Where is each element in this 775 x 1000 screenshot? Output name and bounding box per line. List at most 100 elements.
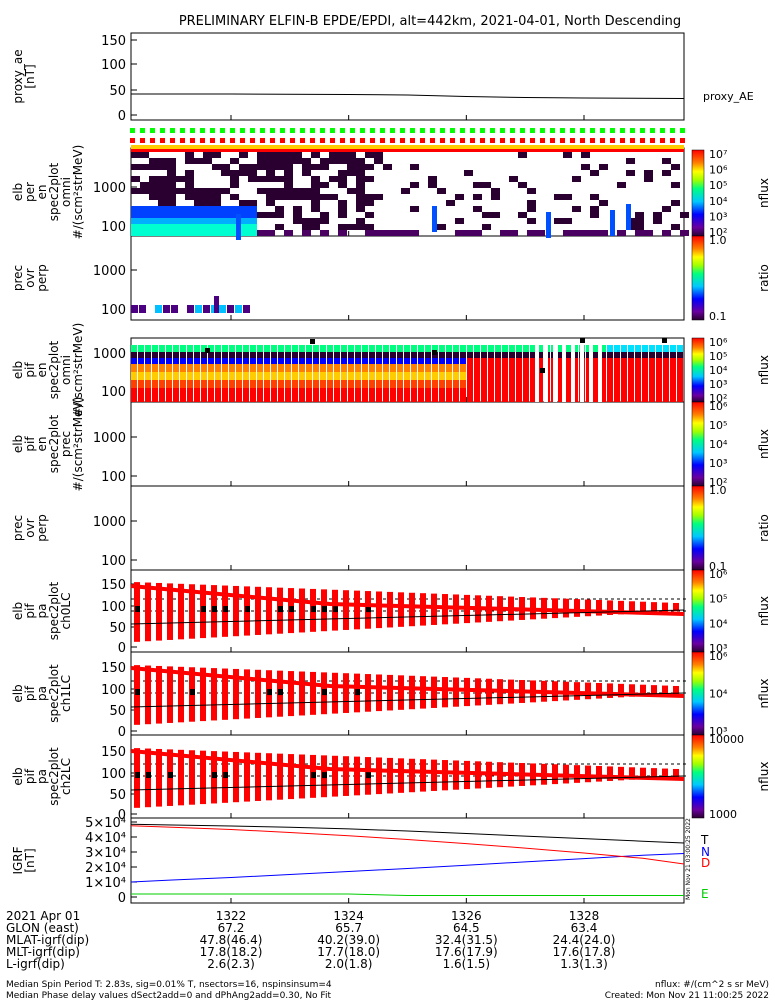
omni-cell	[642, 380, 648, 388]
omni-cell	[474, 352, 480, 358]
omni-cell	[642, 388, 648, 396]
spectrogram-cell	[347, 170, 356, 176]
omni-cell	[194, 396, 200, 402]
status-dot-green	[420, 128, 425, 133]
spectrogram-cell	[194, 200, 203, 206]
y-tick-label: 0	[118, 808, 126, 823]
pa-bar	[365, 674, 371, 712]
pa-bar	[640, 767, 646, 780]
spectrogram-cell	[176, 212, 185, 218]
omni-cell	[201, 345, 207, 352]
x-tick-label: 1324	[333, 909, 364, 923]
spectrogram-cell	[203, 230, 212, 236]
omni-cell	[369, 388, 375, 396]
spectrogram-cell	[212, 230, 221, 236]
omni-cell	[607, 372, 613, 380]
omni-cell	[614, 380, 620, 388]
y-label-line: elb	[11, 684, 25, 702]
spectrogram-cell	[221, 206, 230, 212]
omni-cell	[621, 364, 627, 372]
omni-cell	[460, 372, 466, 380]
omni-cell	[439, 364, 445, 372]
proxy-ae-line	[131, 93, 684, 99]
omni-cell	[432, 345, 438, 352]
pa-bar	[420, 759, 426, 792]
omni-cell	[446, 380, 452, 388]
status-dot-red	[470, 138, 475, 143]
spectrogram-cell	[572, 206, 581, 212]
status-dot-red	[130, 138, 135, 143]
omni-cell	[474, 388, 480, 396]
spectrogram-cell	[185, 170, 194, 176]
spectrogram-cell	[509, 176, 518, 182]
omni-cell	[285, 380, 291, 388]
omni-cell	[425, 364, 431, 372]
omni-cell	[236, 358, 242, 364]
spectrogram-cell	[284, 164, 293, 170]
x-row-value: 17.6(17.8)	[553, 945, 616, 959]
pa-bar	[233, 585, 239, 637]
spectrogram-cell	[131, 206, 140, 212]
omni-cell	[348, 364, 354, 372]
spectrogram-cell	[464, 170, 473, 176]
omni-cell	[537, 372, 543, 380]
pa-bar	[398, 675, 404, 710]
omni-cell	[327, 358, 333, 364]
omni-cell	[152, 388, 158, 396]
y-tick-label: 1000	[93, 181, 126, 196]
omni-cell	[614, 358, 620, 364]
omni-cell	[194, 358, 200, 364]
y-tick-label: 1×10⁴	[85, 876, 126, 891]
omni-cell	[614, 372, 620, 380]
status-dot-red	[450, 138, 455, 143]
omni-cell	[313, 372, 319, 380]
pa-bar	[585, 599, 591, 617]
y-tick-label: 3×10⁴	[85, 846, 126, 861]
spectrogram-cell	[266, 188, 275, 194]
omni-cell	[495, 380, 501, 388]
pa-bar	[266, 587, 272, 635]
spectrogram-cell	[599, 164, 608, 170]
y-label-line: spec2plot	[47, 414, 61, 473]
igrf-line-D	[131, 825, 684, 865]
omni-cell	[145, 396, 151, 402]
pa-cell-dark	[366, 606, 371, 613]
pa-bar	[167, 583, 173, 640]
spectrogram-cell	[356, 164, 365, 170]
y-label-line: pif	[23, 768, 37, 784]
omni-cell	[187, 352, 193, 358]
omni-cell	[607, 352, 613, 358]
colorbar-5	[691, 485, 705, 571]
spectrogram-cell	[230, 218, 239, 224]
spectrogram-cell	[167, 158, 176, 164]
omni-cell	[565, 345, 571, 352]
omni-cell	[390, 396, 396, 402]
pa-bar	[387, 591, 393, 628]
spectrogram-cell	[338, 170, 347, 176]
omni-cell	[481, 352, 487, 358]
spectrogram-cell	[248, 170, 257, 176]
omni-cell	[145, 380, 151, 388]
legend-n: N	[701, 845, 710, 859]
omni-cell	[600, 345, 606, 352]
y-tick-label: 4×10⁴	[85, 831, 126, 846]
spectrogram-cell	[320, 158, 329, 164]
omni-cell	[460, 345, 466, 352]
omni-cell	[320, 372, 326, 380]
omni-cell	[656, 396, 662, 402]
omni-cell	[180, 352, 186, 358]
row-label-mlat: MLAT-igrf(dip)	[6, 933, 89, 947]
spectrogram-cell	[248, 224, 257, 230]
x-row-value: 17.8(18.2)	[200, 945, 263, 959]
spectrogram-cell	[167, 194, 176, 200]
omni-cell	[495, 345, 501, 352]
omni-cell	[614, 396, 620, 402]
spectrogram-cell	[167, 212, 176, 218]
spectrogram-cell	[311, 200, 320, 206]
omni-cell	[530, 396, 536, 402]
status-dot-green	[580, 128, 585, 133]
spectrogram-cell	[653, 212, 662, 218]
omni-cell	[334, 352, 340, 358]
omni-cell	[166, 396, 172, 402]
